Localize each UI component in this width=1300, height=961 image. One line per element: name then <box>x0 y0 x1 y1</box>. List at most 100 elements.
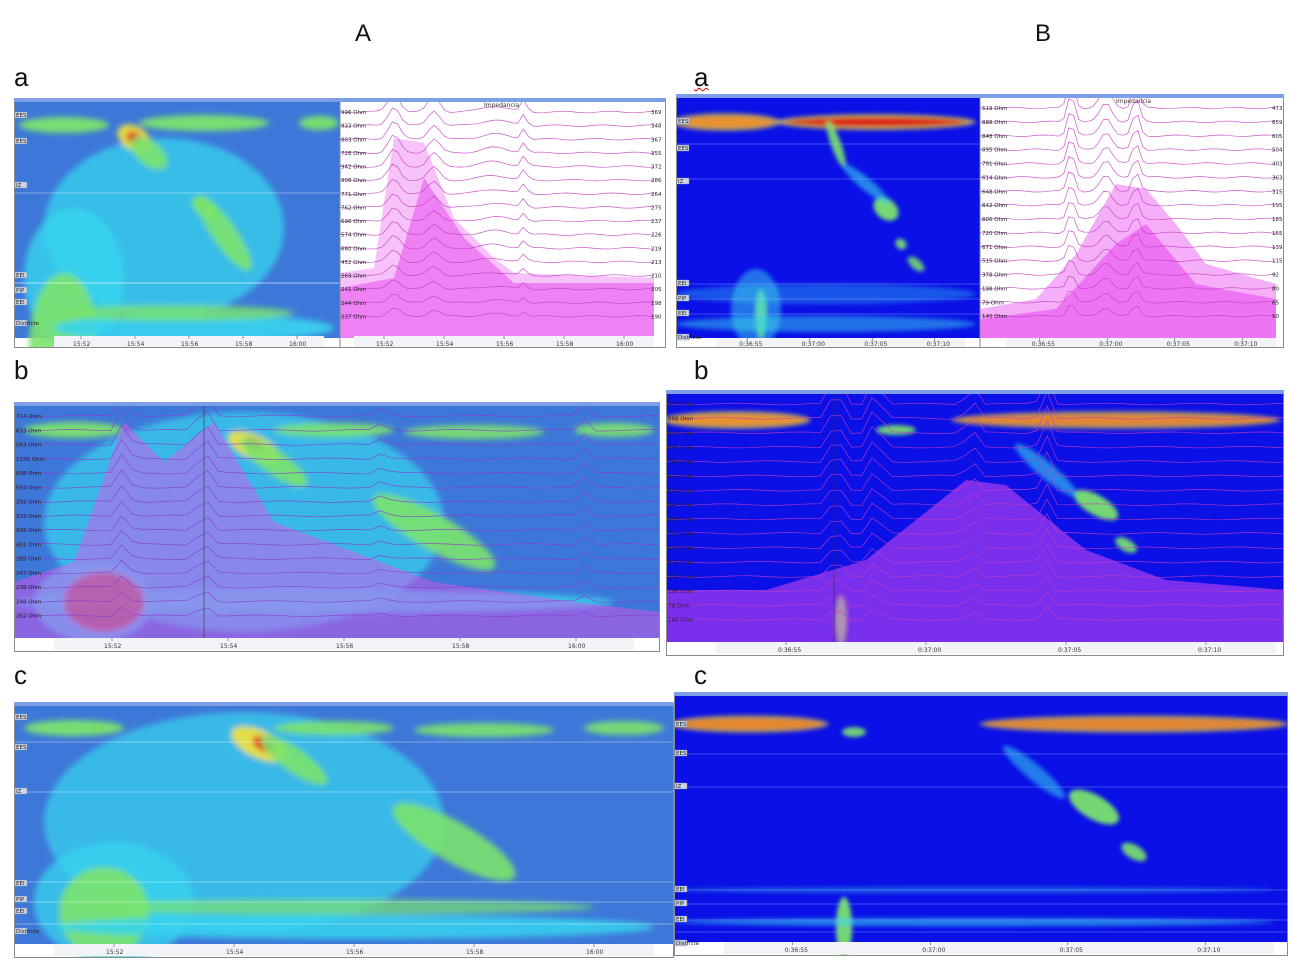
impedance-trace <box>666 498 1284 521</box>
pressure-band <box>54 305 294 321</box>
impedance-fill <box>340 178 654 338</box>
bolus <box>873 197 899 221</box>
impedance-trace <box>339 207 655 223</box>
ohm-label: 848 Ohm <box>668 431 693 437</box>
column-header-b: B <box>1035 20 1052 47</box>
channel-label: EEI <box>676 917 685 923</box>
ohm-label: 378 Ohm <box>668 575 693 581</box>
impedance-value: 195 <box>1272 203 1283 209</box>
time-tick-label: 0:36:55 <box>1032 341 1055 348</box>
bolus-tail <box>191 196 217 220</box>
channel-label: EEI <box>676 887 685 893</box>
time-tick-label: 0:37:05 <box>864 341 887 348</box>
ohm-label: 648 Ohm <box>668 488 693 494</box>
ohm-label: 198 Ohm <box>668 589 693 595</box>
ohm-label: 671 Ohm <box>982 245 1007 251</box>
bolus <box>1115 537 1137 553</box>
time-tick-label: 15:54 <box>220 643 237 650</box>
ees-band <box>574 423 654 437</box>
impedance-value: 185 <box>1272 217 1283 223</box>
ees-band <box>786 117 966 127</box>
impedance-trace <box>339 148 655 168</box>
panel-A-b: 714 Ohm 633 Ohm 563 Ohm 1236 Ohm 838 Ohm 554 … <box>14 402 660 652</box>
ohm-label: 762 Ohm <box>341 205 366 211</box>
time-tick-label: 0:37:00 <box>922 947 945 954</box>
overlay-B-b: 519 Ohm 888 Ohm 848 Ohm 895 Ohm 791 Ohm 614 O… <box>666 390 1284 656</box>
ohm-label: 696 Ohm <box>341 219 366 225</box>
pressure-band <box>676 316 976 332</box>
impedance-trace <box>666 543 1284 564</box>
impedance-trace <box>666 560 1284 578</box>
impedance-trace <box>339 221 655 236</box>
column-header-a: A <box>355 20 372 47</box>
bolus <box>1069 789 1119 825</box>
impedance-trace <box>14 515 660 532</box>
ohm-label: 237 Ohm <box>341 314 366 320</box>
ohm-label: 660 Ohm <box>341 246 366 252</box>
ohm-label: 803 Ohm <box>341 137 366 143</box>
impedance-trace <box>339 178 655 195</box>
time-tick-label: 16:00 <box>616 341 633 348</box>
ohm-label: 305 Ohm <box>16 528 41 534</box>
ohm-label: 714 Ohm <box>16 414 41 420</box>
impedance-trace <box>979 244 1277 262</box>
ohm-label: 771 Ohm <box>341 192 366 198</box>
time-axis <box>54 638 634 650</box>
ohm-label: 895 Ohm <box>668 445 693 451</box>
impedance-value: 92 <box>1272 273 1279 279</box>
ohm-label: 888 Ohm <box>668 416 693 422</box>
channel-label: Districte <box>16 929 40 935</box>
channel-label: EES <box>16 113 27 119</box>
ohm-label: 252 Ohm <box>16 614 41 620</box>
impedance-trace <box>339 279 655 291</box>
time-tick-label: 0:37:00 <box>1099 341 1122 348</box>
pressure-band <box>731 269 781 348</box>
spectrogram-impedance-A-a: EES EES IZ EEI PIP EEI Districte Impedancia 996 … <box>14 98 666 348</box>
time-tick-label: 0:37:10 <box>1197 947 1220 954</box>
ohm-label: 888 Ohm <box>982 120 1007 126</box>
impedance-trace <box>14 438 660 460</box>
bolus <box>1121 842 1147 862</box>
ees-band <box>979 715 1288 733</box>
ees-band <box>876 425 916 435</box>
time-tick-label: 15:54 <box>226 949 243 956</box>
ohm-label: 671 Ohm <box>668 546 693 552</box>
channel-label: PIP <box>678 296 687 302</box>
panel-title-bar <box>674 692 1288 696</box>
impedance-trace <box>979 305 1277 318</box>
channel-label: IZ <box>16 789 22 795</box>
channel-label: EES <box>16 715 27 721</box>
channel-label: EEI <box>678 311 687 317</box>
impedance-trace <box>666 390 1284 420</box>
impedance-trace <box>666 606 1284 621</box>
impedance-trace <box>979 230 1277 248</box>
row-label-b-right: b <box>694 355 709 385</box>
time-axis <box>54 944 654 956</box>
bolus-tail <box>240 437 308 487</box>
impedance-trace <box>979 202 1277 221</box>
impedance-value: 286 <box>651 178 662 184</box>
ohm-label: 285 Ohm <box>16 557 41 563</box>
impedance-trace <box>666 435 1284 463</box>
time-tick-label: 15:52 <box>376 341 393 348</box>
channel-label: IZ <box>16 183 22 189</box>
impedance-trace <box>666 513 1284 535</box>
impedance-trace <box>14 469 660 489</box>
ees-band <box>951 411 1281 429</box>
time-tick-label: 16:00 <box>289 341 306 348</box>
time-tick-label: 0:37:05 <box>1060 947 1083 954</box>
time-tick-label: 0:37:10 <box>1198 647 1221 654</box>
impedance-value: 219 <box>651 246 662 252</box>
pressure-band <box>54 314 334 342</box>
time-tick-label: 15:58 <box>466 949 483 956</box>
ohm-label: 248 Ohm <box>16 599 41 605</box>
ees-band <box>584 721 664 735</box>
impedance-trace <box>666 467 1284 492</box>
time-tick-label: 15:56 <box>346 949 363 956</box>
ohm-label: 452 Ohm <box>341 260 366 266</box>
ohm-label: 895 Ohm <box>982 148 1007 154</box>
impedance-trace <box>14 606 660 617</box>
impedance-trace <box>14 485 660 503</box>
impedance-trace <box>339 98 655 114</box>
impedance-title: Impedancia <box>484 102 519 109</box>
